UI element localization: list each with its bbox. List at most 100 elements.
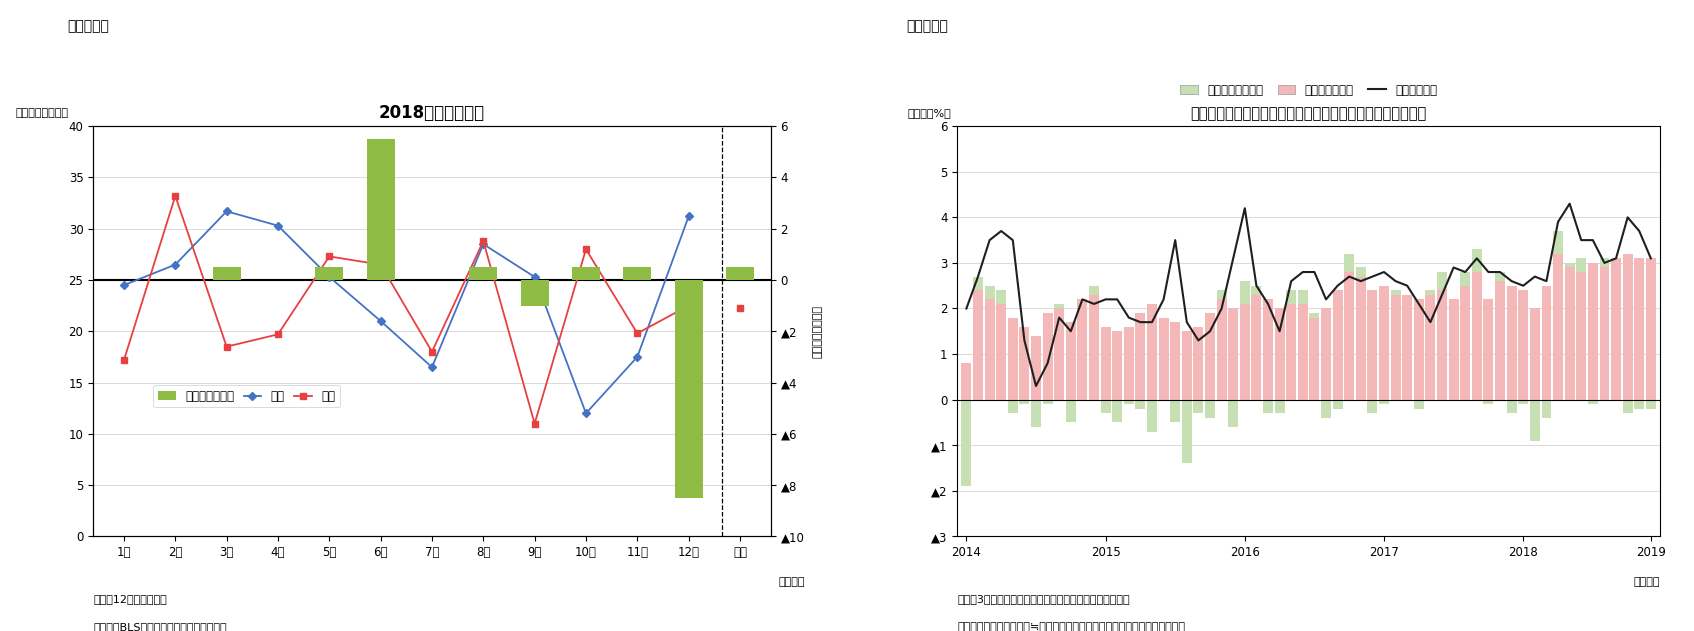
Bar <box>1565 263 1574 268</box>
Bar <box>1506 399 1516 413</box>
Bar <box>212 267 241 280</box>
Bar <box>1252 286 1262 295</box>
Bar <box>1020 327 1030 399</box>
Bar <box>1553 254 1564 399</box>
Bar <box>1123 327 1133 399</box>
Bar <box>1008 399 1018 413</box>
Bar <box>1228 309 1238 399</box>
Bar <box>1379 286 1389 399</box>
Bar <box>1530 399 1540 440</box>
Bar <box>1054 304 1064 309</box>
Text: （月次）: （月次） <box>1633 577 1660 587</box>
Bar <box>1414 399 1423 409</box>
Bar <box>1171 322 1181 399</box>
Text: （月次）: （月次） <box>778 577 805 587</box>
Bar <box>1345 272 1354 399</box>
Bar <box>1623 399 1633 413</box>
Text: （注）3カ月後方移動平均後の前月比伸び率（年率換算）: （注）3カ月後方移動平均後の前月比伸び率（年率換算） <box>957 594 1130 604</box>
Bar <box>1240 281 1250 304</box>
Bar <box>725 267 754 280</box>
Bar <box>1216 299 1226 399</box>
Bar <box>1135 313 1145 399</box>
Bar <box>1345 254 1354 272</box>
Bar <box>1484 399 1494 404</box>
Bar <box>1032 399 1040 427</box>
Bar <box>1647 258 1655 399</box>
Bar <box>1587 399 1597 404</box>
Bar <box>1599 258 1609 268</box>
Bar <box>1391 295 1401 399</box>
Bar <box>1286 304 1296 399</box>
Bar <box>1472 272 1482 399</box>
Bar <box>1089 295 1099 399</box>
Bar <box>1542 399 1552 418</box>
Bar <box>1054 309 1064 399</box>
Bar <box>1194 399 1203 413</box>
Bar <box>1147 399 1157 432</box>
Bar <box>1286 290 1296 304</box>
Bar <box>1274 399 1284 413</box>
Bar <box>520 280 549 305</box>
Bar <box>1123 399 1133 404</box>
Bar <box>1599 268 1609 399</box>
Bar <box>1321 399 1331 418</box>
Bar <box>1309 317 1320 399</box>
Bar <box>1647 399 1655 409</box>
Bar <box>1379 399 1389 404</box>
Bar <box>1437 290 1447 399</box>
Bar <box>1171 399 1181 422</box>
Title: 2018年改定の結果: 2018年改定の結果 <box>379 104 484 122</box>
Bar <box>1577 258 1586 272</box>
Bar <box>1309 313 1320 317</box>
Text: （年率、%）: （年率、%） <box>908 108 952 118</box>
Bar <box>674 280 703 498</box>
Legend: 改定幅（右軸）, 前回, 今回: 改定幅（右軸）, 前回, 今回 <box>152 385 340 408</box>
Bar <box>1460 272 1470 286</box>
Text: （注）12月は未確定値: （注）12月は未確定値 <box>93 594 168 604</box>
Bar <box>1135 399 1145 409</box>
Bar <box>984 299 994 399</box>
Bar <box>1611 258 1621 399</box>
Bar <box>962 363 971 399</box>
Bar <box>1204 399 1215 418</box>
Bar <box>1437 272 1447 290</box>
Bar <box>1321 309 1331 399</box>
Bar <box>1530 309 1540 399</box>
Bar <box>1484 299 1494 399</box>
Bar <box>1496 272 1504 281</box>
Bar <box>1298 304 1308 399</box>
Bar <box>1542 286 1552 399</box>
Text: （資料）BLSよりニッセイ基礎研究所作成: （資料）BLSよりニッセイ基礎研究所作成 <box>93 622 227 631</box>
Bar <box>1367 290 1377 399</box>
Bar <box>1216 290 1226 299</box>
Bar <box>1044 313 1052 399</box>
Bar <box>1506 286 1516 399</box>
Bar <box>1518 290 1528 399</box>
Bar <box>1264 399 1272 413</box>
Bar <box>1496 281 1504 399</box>
Bar <box>996 290 1006 304</box>
Bar <box>1113 399 1121 422</box>
Bar <box>984 286 994 299</box>
Legend: 週当たり労働時間, 時間当たり賃金, 週当たり賃金: 週当たり労働時間, 時間当たり賃金, 週当たり賃金 <box>1176 79 1442 101</box>
Bar <box>1355 276 1365 399</box>
Bar <box>1333 399 1343 409</box>
Bar <box>1448 299 1459 399</box>
Bar <box>1425 290 1435 295</box>
Bar <box>1472 249 1482 272</box>
Bar <box>1066 322 1076 399</box>
Bar <box>1113 331 1121 399</box>
Bar <box>1101 399 1111 413</box>
Bar <box>1077 299 1088 399</box>
Bar <box>623 267 652 280</box>
Bar <box>1228 399 1238 427</box>
Bar <box>1032 336 1040 399</box>
Bar <box>1020 399 1030 404</box>
Bar <box>1355 268 1365 276</box>
Bar <box>996 304 1006 399</box>
Y-axis label: （改定幅、万人）: （改定幅、万人） <box>813 305 823 358</box>
Bar <box>1159 317 1169 399</box>
Bar <box>1274 309 1284 399</box>
Bar <box>469 267 498 280</box>
Bar <box>1264 299 1272 399</box>
